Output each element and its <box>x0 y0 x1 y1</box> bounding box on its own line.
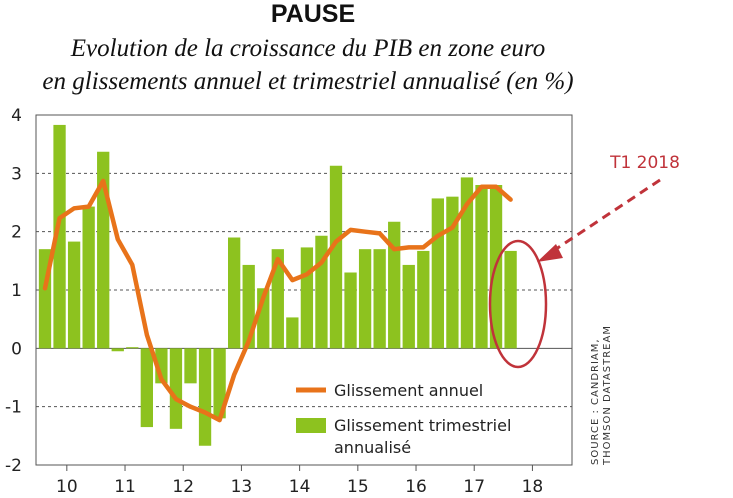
bar <box>417 250 430 349</box>
bar <box>82 206 95 349</box>
bar <box>373 249 386 349</box>
bar <box>67 241 81 349</box>
bar <box>475 185 488 349</box>
bar <box>504 250 517 349</box>
bar <box>126 347 139 349</box>
x-tick-label: 11 <box>114 477 136 497</box>
y-tick-label: -1 <box>5 398 22 418</box>
bar <box>358 249 372 349</box>
x-tick-label: 13 <box>231 477 253 497</box>
chart-title: PAUSE <box>271 0 355 28</box>
bar <box>300 247 314 349</box>
annotation-arrow-head <box>537 244 563 262</box>
bar <box>286 317 299 349</box>
x-tick-label: 12 <box>172 477 194 497</box>
legend-bar-label-line-2: annualisé <box>334 438 411 457</box>
annotation-label: T1 2018 <box>609 153 680 173</box>
annotation: T1 2018 <box>488 153 680 369</box>
chart-subtitle-line-1: Evolution de la croissance du PIB en zon… <box>70 35 545 62</box>
bar <box>184 348 197 384</box>
bar <box>169 348 183 429</box>
bar <box>271 249 284 349</box>
bar <box>228 237 241 349</box>
x-tick-label: 14 <box>289 477 311 497</box>
bar <box>329 165 343 349</box>
bar <box>460 177 474 349</box>
y-tick-label: 3 <box>11 164 22 184</box>
plot-frame <box>35 114 573 466</box>
bar-series <box>38 124 517 446</box>
bar <box>53 124 66 349</box>
y-tick-label: 4 <box>11 106 22 126</box>
bar <box>111 348 124 352</box>
legend-line-label: Glissement annuel <box>334 381 483 400</box>
axes <box>35 114 573 466</box>
source-line-2: THOMSON DATASTREAM <box>602 325 613 466</box>
y-tick-label: 1 <box>11 281 22 301</box>
bar <box>446 196 459 349</box>
y-tick-label: 2 <box>11 223 22 243</box>
source-line-1: SOURCE : CANDRIAM, <box>590 338 601 465</box>
x-tick-label: 17 <box>463 477 485 497</box>
chart-subtitle-line-2: en glissements annuel et trimestriel ann… <box>42 68 573 95</box>
legend: Glissement annuel Glissement trimestriel… <box>296 381 511 457</box>
annotation-ellipse <box>488 239 548 369</box>
x-tick-labels: 10 11 12 13 14 15 16 17 18 <box>56 465 543 497</box>
bar <box>140 348 153 428</box>
line-series <box>42 178 513 423</box>
x-tick-label: 15 <box>347 477 369 497</box>
y-tick-labels: 4 3 2 1 0 -1 -2 <box>5 106 22 476</box>
bar <box>198 348 212 446</box>
bar <box>402 264 415 349</box>
bar <box>388 221 401 349</box>
y-tick-label: -2 <box>5 456 22 476</box>
x-tick-label: 18 <box>522 477 544 497</box>
y-tick-label: 0 <box>11 339 22 359</box>
bar <box>213 348 226 419</box>
legend-bar-label-line-1: Glissement trimestriel <box>334 416 511 435</box>
x-tick-label: 16 <box>405 477 427 497</box>
bar <box>431 198 444 349</box>
source-note: SOURCE : CANDRIAM, THOMSON DATASTREAM <box>590 325 613 466</box>
x-tick-label: 10 <box>56 477 78 497</box>
annotation-arrow-line <box>549 178 661 255</box>
series-line <box>42 178 513 423</box>
legend-bar-swatch <box>296 418 326 433</box>
bar <box>344 272 357 349</box>
